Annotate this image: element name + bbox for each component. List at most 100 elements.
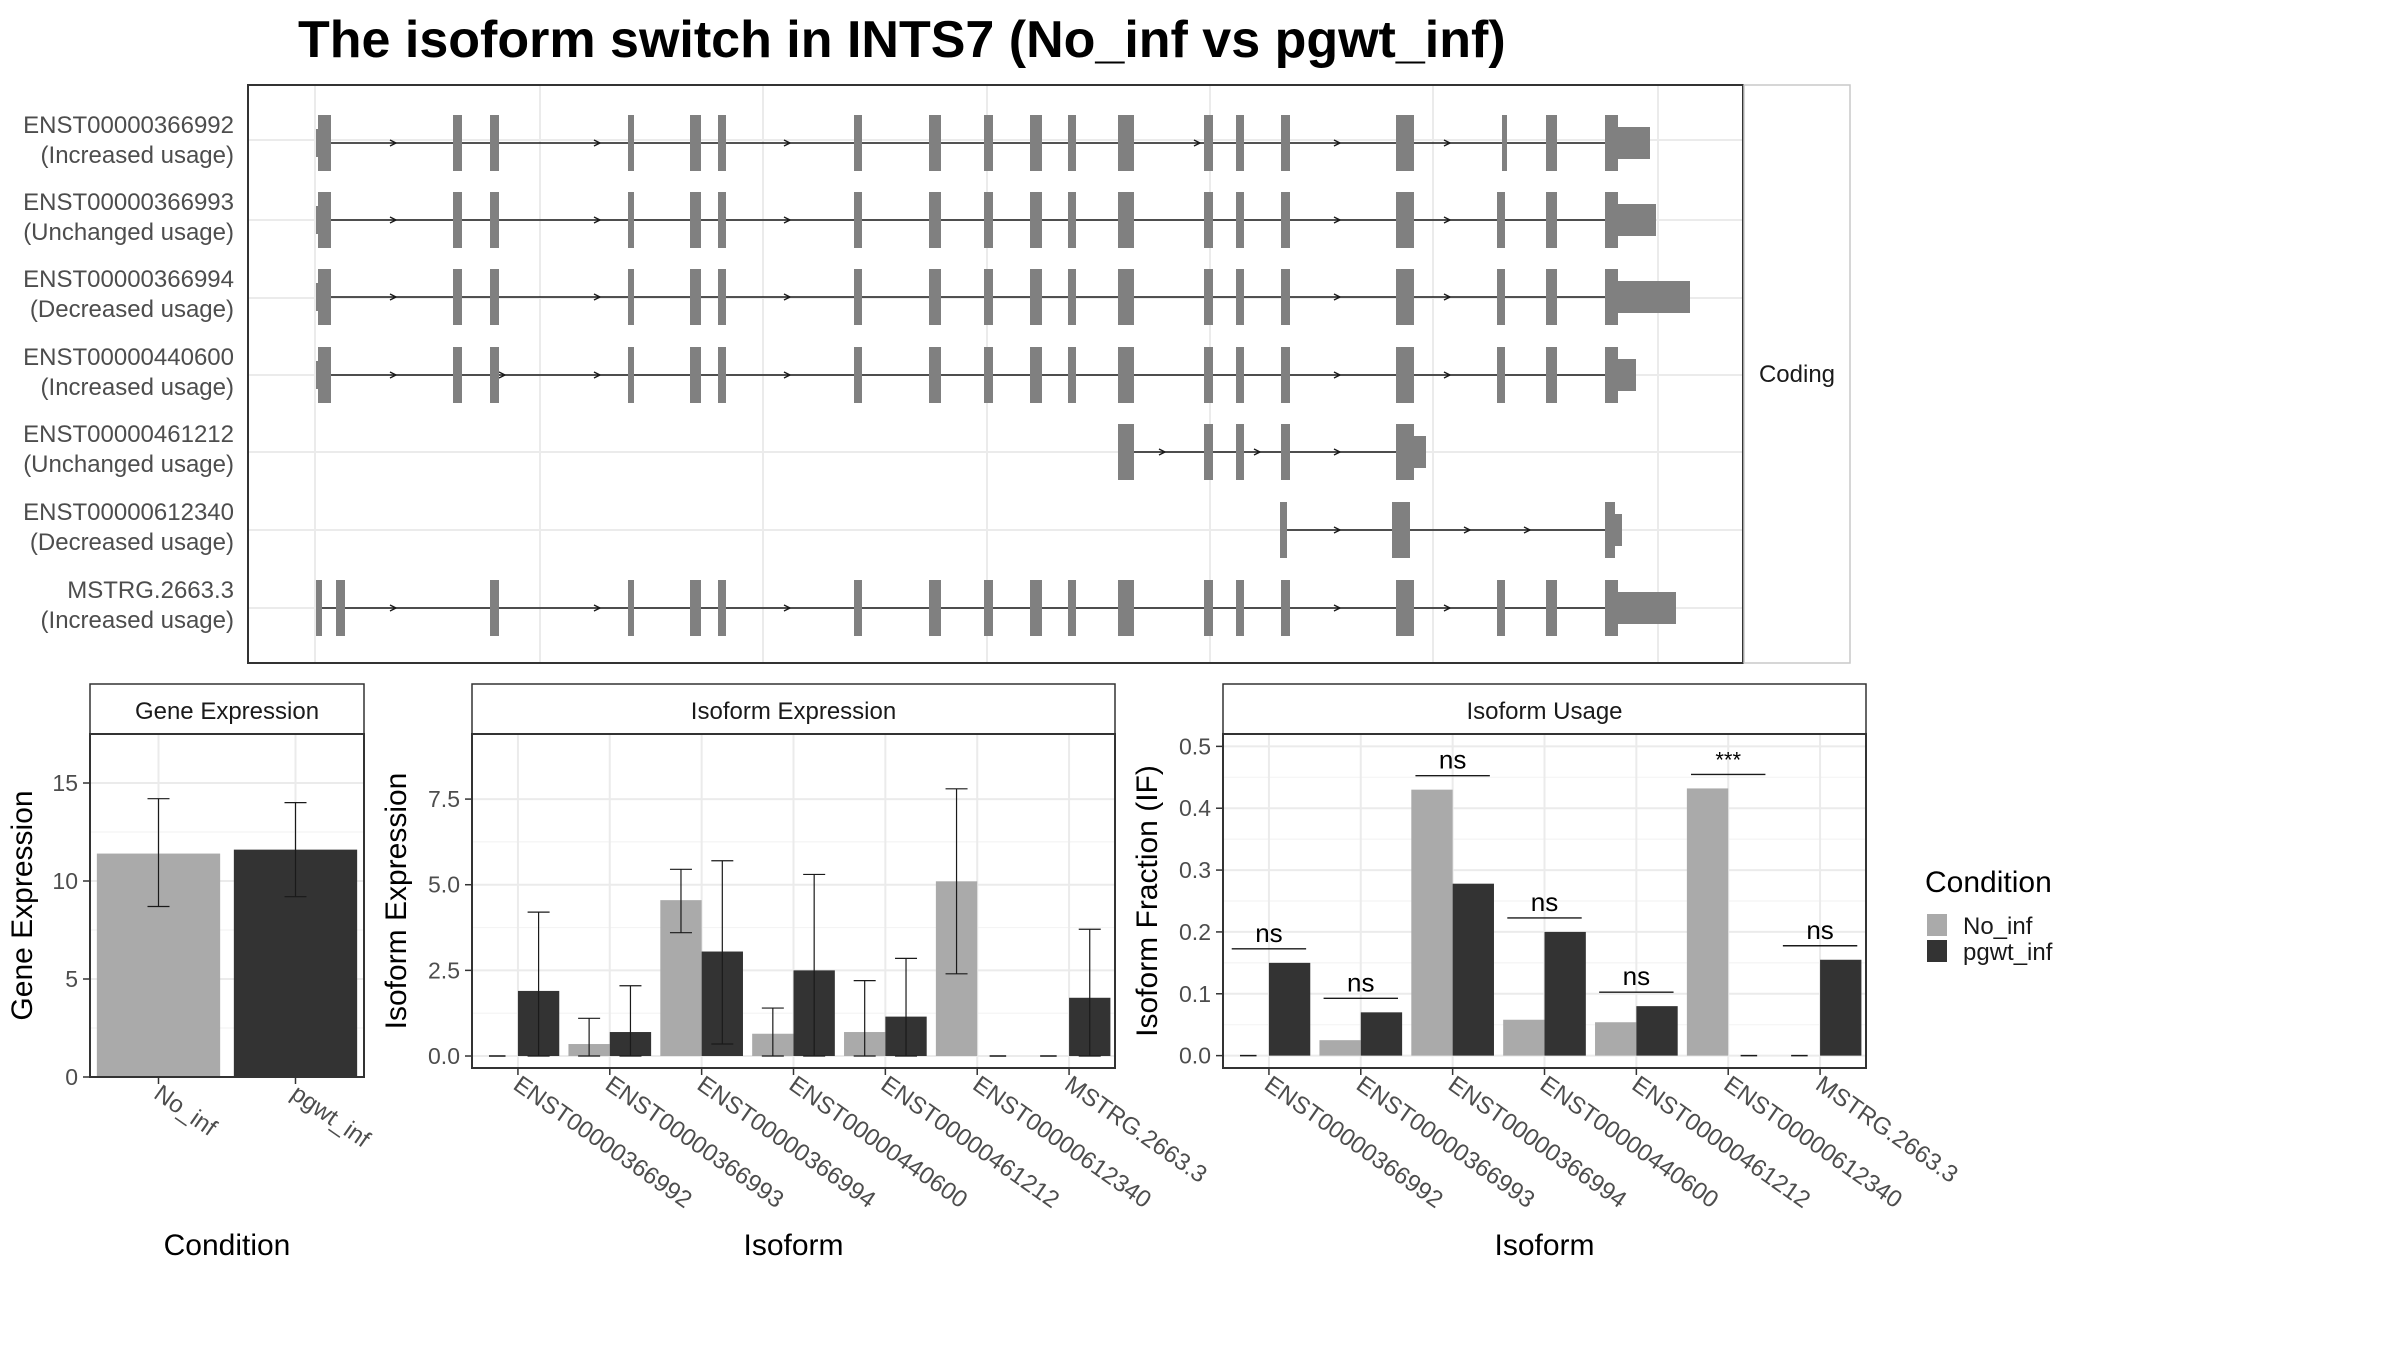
facet-strip [471,683,1116,735]
facet-strip [1222,683,1867,735]
exon-block [1281,269,1290,325]
exon-block [490,347,499,403]
utr-block [1618,281,1690,313]
exon-block [490,269,499,325]
intron-arrow [389,293,398,301]
exon-block [690,115,701,171]
exon-block [1400,502,1410,558]
transcript-usage-label: (Decreased usage) [30,296,234,323]
legend-title: Condition [1925,866,2052,899]
exon-block [1204,580,1213,636]
y-tick-label: 0.1 [1179,981,1211,1007]
exon-block [1068,192,1076,248]
x-axis-title: Isoform [743,1229,843,1262]
exon-block [1030,192,1042,248]
exon-block [690,580,701,636]
y-tick-label: 2.5 [428,957,460,983]
significance-label: ns [1806,915,1833,945]
exon-block [854,347,862,403]
intron-arrow [1523,526,1532,534]
isoform-usage-chart: Isoform Usagensnsnsnsns***ns0.00.10.20.3… [1131,683,1963,1262]
exon-block [1502,115,1507,171]
exon-block [1605,192,1618,248]
exon-block [1546,192,1557,248]
intron-arrow [593,139,602,147]
bar [1411,789,1453,1056]
intron-arrow [389,216,398,224]
exon-block [1030,580,1042,636]
transcript-id-label: ENST00000366994 [23,266,234,293]
exon-block [1546,115,1557,171]
exon-block [690,192,701,248]
exon-block [1118,580,1134,636]
exon-block [341,580,345,636]
significance-label: ns [1531,887,1558,917]
exon-block [1118,269,1134,325]
x-tick-label: No_inf [149,1080,222,1142]
bar [1595,1022,1637,1056]
bar [1636,1006,1678,1056]
bar [1360,1012,1403,1056]
transcript-model [316,347,1636,403]
legend-swatch-pgwt-inf [1927,940,1947,962]
transcript-model [316,269,1690,325]
exon-block [1281,424,1290,480]
exon-block [628,347,634,403]
gene-expression-chart: Gene Expression 0 5 10 15 No_inf pgwt_inf Condi… [6,683,375,1262]
exon-block [1396,115,1414,171]
exon-block [318,347,331,403]
transcript-id-label: ENST00000461212 [23,421,234,448]
structure-facet-label: Coding [1759,361,1835,388]
exon-block [854,580,862,636]
bar [1268,962,1311,1056]
exon-block [929,115,941,171]
transcript-usage-label: (Unchanged usage) [23,451,234,478]
transcript-id-label: MSTRG.2663.3 [67,577,234,604]
transcript-id-label: ENST00000366992 [23,112,234,139]
y-tick-label: 0 [65,1064,78,1090]
utr-block [1615,514,1622,546]
structure-panel-border [247,84,1744,664]
legend-swatch-no-inf [1927,914,1947,936]
exon-block [1497,192,1505,248]
bar [1503,1019,1545,1056]
exon-block [628,115,634,171]
intron-arrow [593,216,602,224]
exon-block [1068,115,1076,171]
exon-block [718,269,726,325]
intron-arrow [1158,448,1167,456]
intron-arrow [783,293,792,301]
bar [1452,883,1494,1056]
y-tick-label: 0.0 [1179,1043,1211,1069]
transcript-id-label: ENST00000366993 [23,189,234,216]
exon-block [929,192,941,248]
y-tick-label: 0.3 [1179,857,1211,883]
exon-block [929,347,941,403]
exon-block [1236,347,1244,403]
y-tick-label: 15 [52,770,78,796]
intron-arrow [593,604,602,612]
facet-title: Gene Expression [135,698,319,725]
exon-block [1068,347,1076,403]
intron-arrow [783,604,792,612]
exon-block [1392,502,1400,558]
transcript-structure-panel: ENST00000366992 (Increased usage) ENST0000… [23,84,1851,664]
exon-block [929,580,941,636]
exon-block [1497,269,1505,325]
intron-arrow [1443,371,1452,379]
exon-block [628,580,634,636]
intron-arrow [1463,526,1472,534]
bar [1544,931,1586,1056]
significance-label: *** [1715,747,1741,772]
structure-facet-strip [1743,84,1851,664]
exon-block [336,580,342,636]
transcript-model [1280,502,1622,558]
exon-block [628,269,634,325]
significance-label: ns [1255,918,1282,948]
exon-block [316,580,322,636]
exon-block [690,347,701,403]
exon-block [984,192,993,248]
intron-arrow [389,139,398,147]
transcript-usage-label: (Increased usage) [41,142,234,169]
